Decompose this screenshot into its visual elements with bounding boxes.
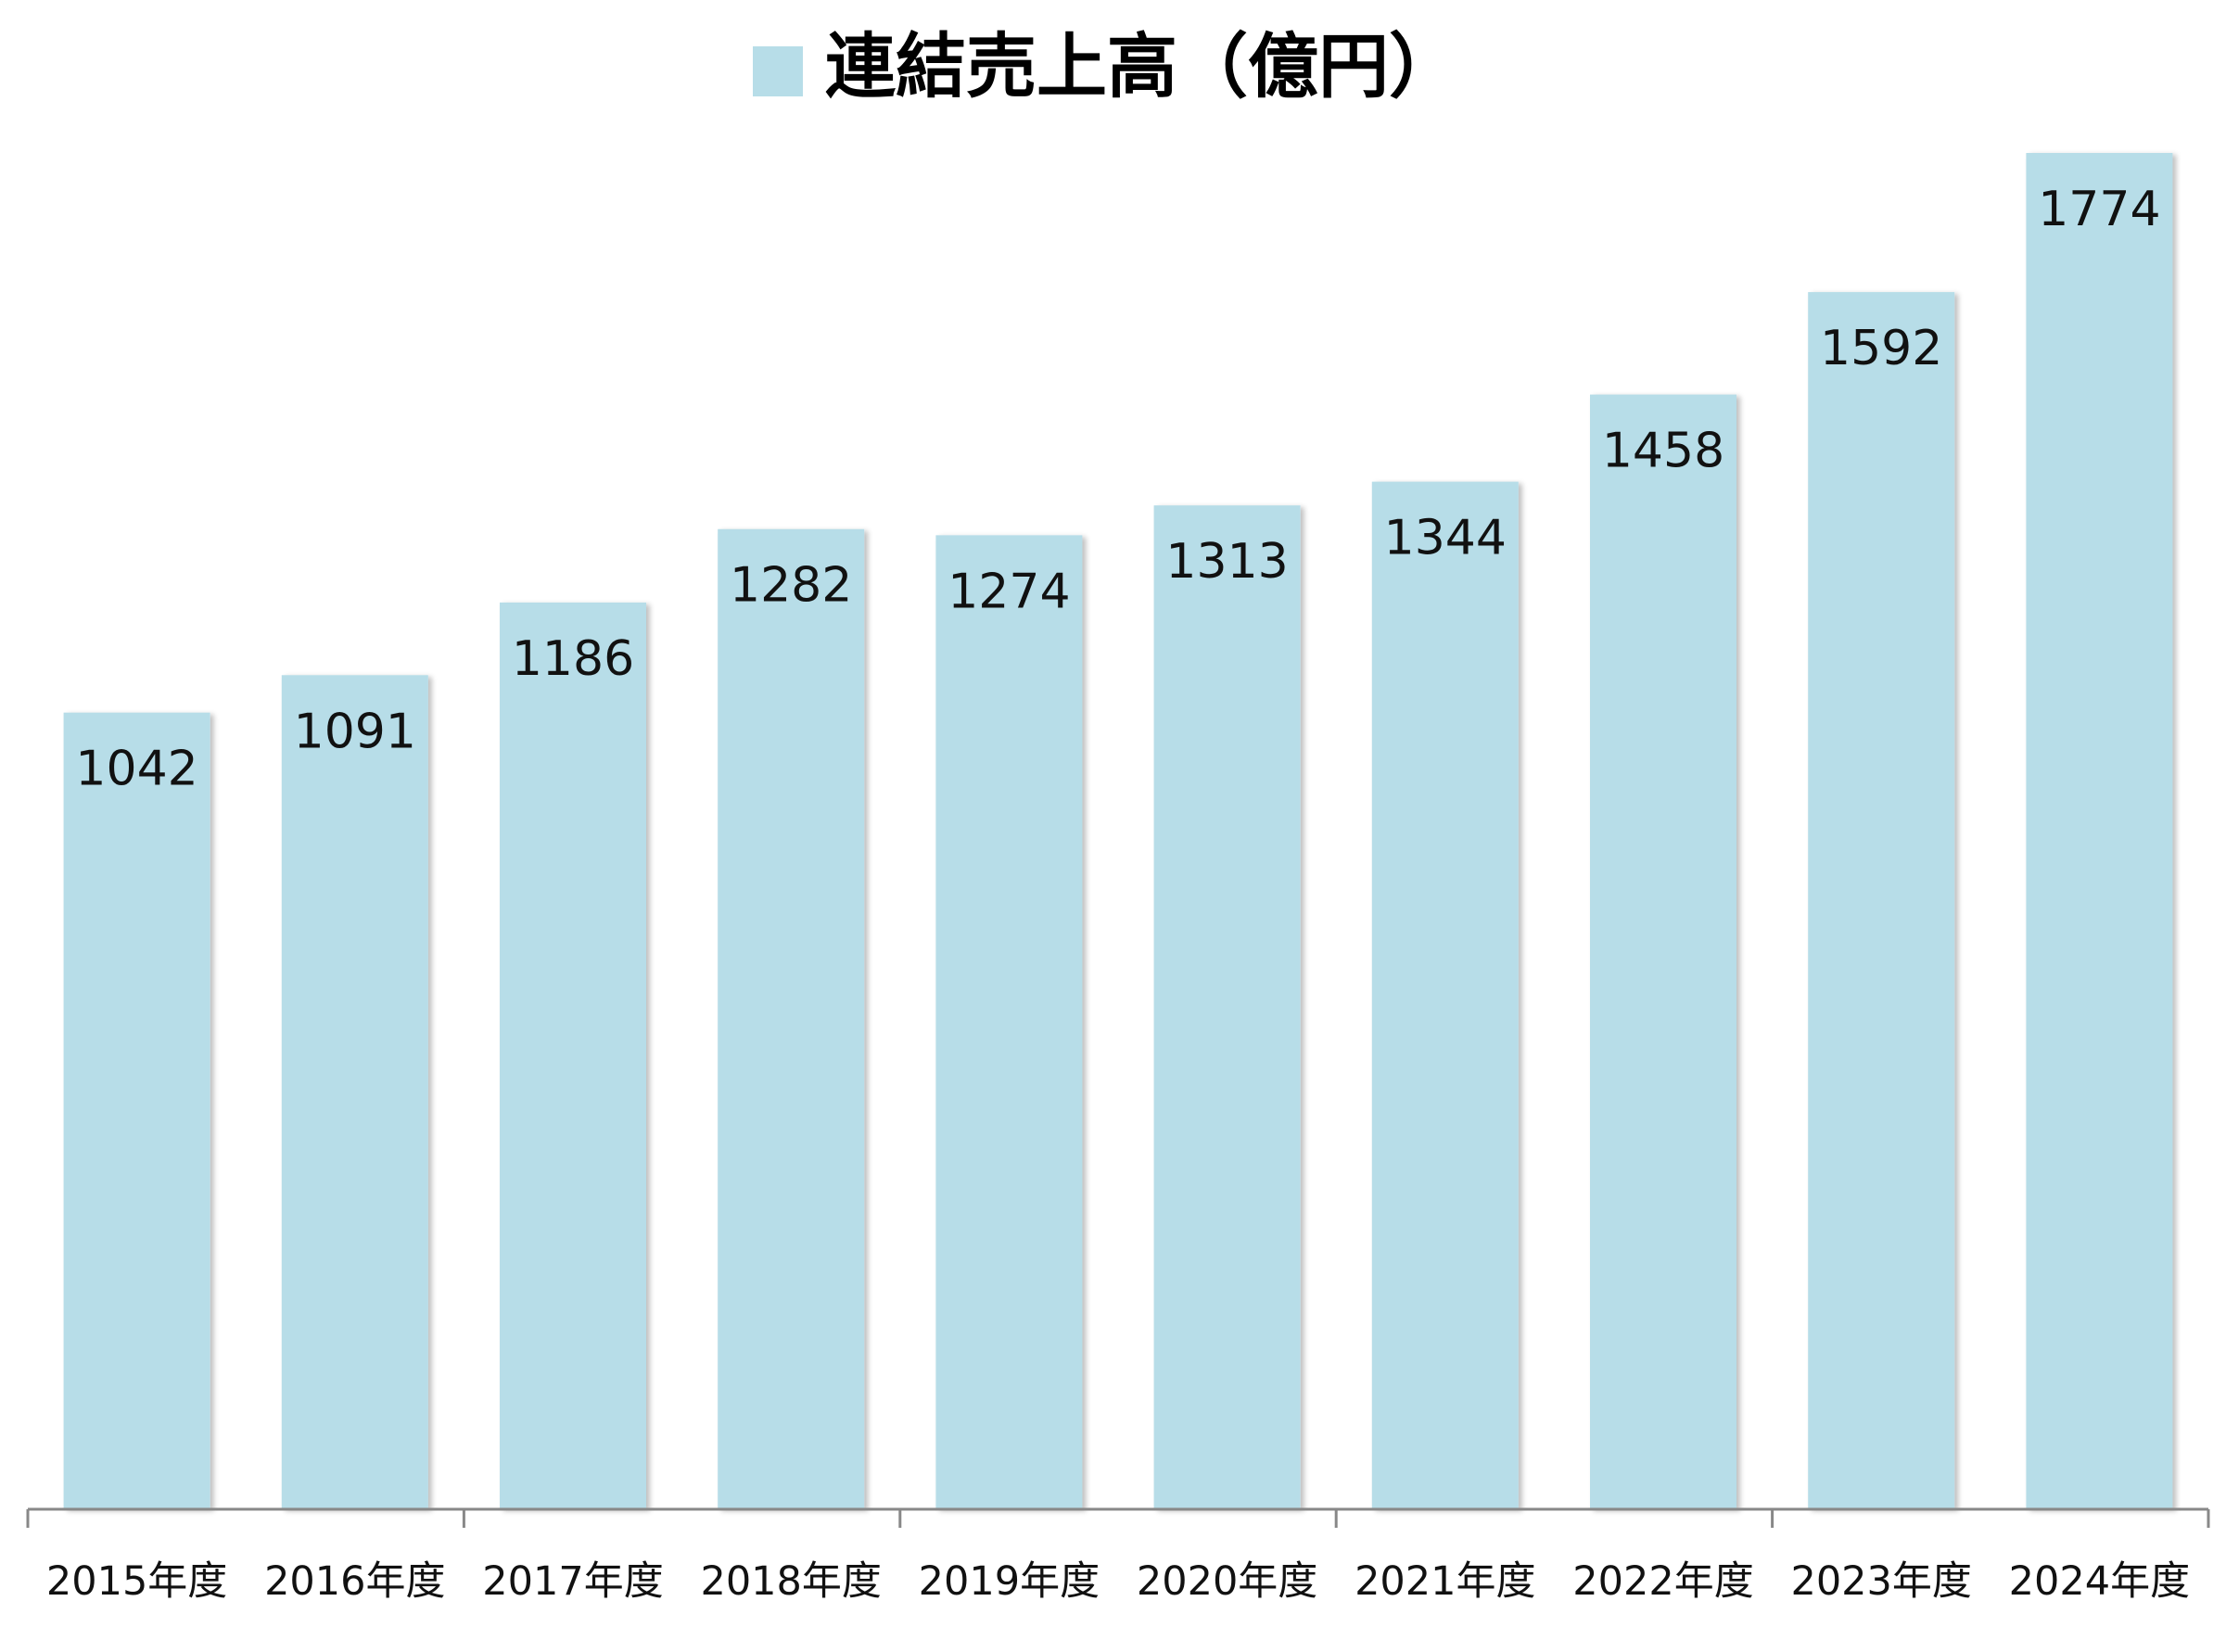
data-label-2020年度: 1313 [1165,534,1288,590]
x-axis-tick-labels: 2015年度 2016年度 2017年度 2018年度 2019年度 2020年度 2021… [46,1558,2190,1605]
bar-2018年度 [718,528,865,1509]
data-labels: 1042 1091 1186 1282 1274 1313 1344 1458 1592 1774 [75,182,2160,797]
x-tick-label-2022年度: 2022年度 [1572,1558,1753,1605]
data-label-2018年度: 1282 [730,558,852,614]
bar-2019年度 [935,535,1083,1509]
legend-swatch [753,46,803,96]
data-label-2021年度: 1344 [1384,511,1507,566]
bars [63,153,2173,1510]
data-label-2024年度: 1774 [2038,182,2160,237]
x-axis-ticks [26,1509,2210,1528]
bar-2023年度 [1808,292,1955,1510]
data-label-2017年度: 1186 [512,631,634,687]
x-tick-label-2023年度: 2023年度 [1790,1558,1971,1605]
bar-2016年度 [281,675,428,1509]
data-label-2022年度: 1458 [1602,424,1724,479]
x-axis: 2015年度 2016年度 2017年度 2018年度 2019年度 2020年度 2021… [26,1507,2210,1605]
x-tick-label-2018年度: 2018年度 [700,1558,881,1605]
bar-2022年度 [1590,394,1736,1509]
bar-2021年度 [1371,481,1519,1509]
legend: 連結売上高（億円） [753,25,1459,108]
legend-label: 連結売上高（億円） [825,25,1459,108]
data-label-2023年度: 1592 [1820,321,1942,376]
x-tick-label-2019年度: 2019年度 [919,1558,1100,1605]
bar-2020年度 [1153,505,1301,1509]
x-tick-label-2017年度: 2017年度 [482,1558,663,1605]
x-tick-label-2021年度: 2021年度 [1355,1558,1535,1605]
data-label-2016年度: 1091 [294,704,416,759]
x-tick-label-2024年度: 2024年度 [2009,1558,2190,1605]
bar-2015年度 [63,712,210,1509]
bar-2024年度 [2026,153,2173,1509]
x-tick-label-2020年度: 2020年度 [1137,1558,1317,1605]
x-tick-label-2015年度: 2015年度 [46,1558,227,1605]
bar-2017年度 [500,602,646,1509]
data-label-2019年度: 1274 [948,564,1070,619]
x-tick-label-2016年度: 2016年度 [264,1558,445,1605]
data-label-2015年度: 1042 [75,742,197,797]
